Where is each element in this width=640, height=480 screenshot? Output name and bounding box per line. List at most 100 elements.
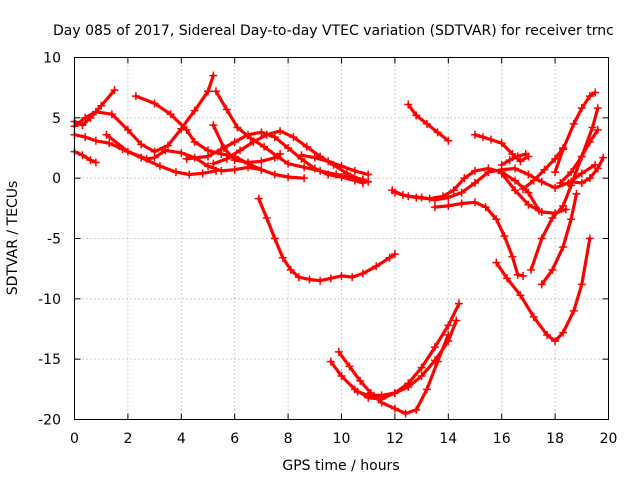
- data-point-marker: [404, 382, 413, 391]
- series-arc-11: [297, 151, 373, 179]
- series-arc-27: [551, 88, 600, 177]
- y-tick-label: -5: [47, 232, 61, 248]
- data-point-marker: [166, 110, 175, 119]
- data-point-marker: [273, 152, 282, 161]
- data-point-marker: [209, 121, 218, 130]
- data-point-marker: [481, 203, 490, 212]
- data-point-marker: [163, 141, 172, 150]
- x-tick-label: 16: [493, 431, 511, 447]
- data-point-marker: [150, 99, 159, 108]
- data-point-marker: [548, 265, 557, 274]
- data-point-marker: [417, 193, 426, 202]
- data-point-marker: [593, 125, 602, 134]
- data-point-marker: [123, 147, 132, 156]
- data-point-marker: [593, 104, 602, 113]
- data-point-marker: [276, 127, 285, 136]
- series-arc-12: [254, 194, 399, 285]
- data-point-marker: [377, 391, 386, 400]
- data-point-marker: [567, 177, 576, 186]
- data-point-marker: [182, 125, 191, 134]
- data-point-marker: [569, 306, 578, 315]
- data-point-marker: [537, 280, 546, 289]
- data-point-marker: [556, 178, 565, 187]
- series-arc-22: [492, 234, 594, 346]
- series-arc-26: [537, 189, 581, 289]
- data-point-marker: [577, 152, 586, 161]
- grid: [74, 57, 609, 420]
- data-point-marker: [185, 170, 194, 179]
- data-point-marker: [284, 159, 293, 168]
- data-point-marker: [358, 269, 367, 278]
- data-point-marker: [198, 169, 207, 178]
- data-point-marker: [444, 321, 453, 330]
- data-point-marker: [497, 169, 506, 178]
- series-line: [211, 129, 365, 183]
- data-point-marker: [257, 165, 266, 174]
- y-axis-label: SDTVAR / TECUs: [5, 181, 21, 296]
- data-point-marker: [254, 194, 263, 203]
- y-tick-label: 5: [52, 111, 61, 127]
- data-point-marker: [577, 178, 586, 187]
- data-point-marker: [593, 164, 602, 173]
- series-arc-23: [497, 150, 530, 169]
- data-point-marker: [286, 265, 295, 274]
- data-point-marker: [511, 186, 520, 195]
- data-point-marker: [230, 165, 239, 174]
- data-point-marker: [572, 189, 581, 198]
- data-point-marker: [284, 144, 293, 152]
- data-point-marker: [559, 242, 568, 251]
- series-arc-20: [471, 130, 533, 166]
- data-point-marker: [404, 100, 413, 109]
- data-point-marker: [324, 157, 333, 166]
- data-point-marker: [337, 162, 346, 171]
- chart-title: Day 085 of 2017, Sidereal Day-to-day VTE…: [53, 23, 614, 39]
- data-point-marker: [270, 234, 279, 243]
- data-point-marker: [334, 347, 343, 356]
- series-layer: [70, 71, 608, 418]
- data-point-marker: [390, 250, 399, 259]
- data-point-marker: [131, 92, 140, 101]
- series-line: [406, 103, 450, 143]
- data-point-marker: [430, 356, 439, 365]
- data-point-marker: [422, 119, 431, 128]
- data-point-marker: [585, 137, 594, 146]
- data-point-marker: [204, 162, 212, 171]
- data-point-marker: [412, 405, 421, 414]
- data-point-marker: [457, 199, 466, 208]
- data-point-marker: [412, 111, 421, 120]
- data-point-marker: [471, 130, 479, 139]
- data-point-marker: [497, 139, 506, 148]
- data-point-marker: [551, 168, 560, 177]
- data-point-marker: [204, 152, 212, 161]
- data-point-marker: [324, 170, 333, 179]
- data-point-marker: [233, 123, 242, 132]
- data-point-marker: [487, 135, 496, 144]
- data-point-marker: [585, 92, 594, 101]
- data-point-marker: [529, 176, 538, 185]
- data-point-marker: [551, 183, 560, 192]
- data-point-marker: [342, 169, 351, 178]
- data-point-marker: [91, 136, 100, 145]
- series-line: [211, 123, 282, 165]
- data-point-marker: [521, 150, 530, 159]
- data-point-marker: [577, 104, 586, 113]
- data-point-marker: [102, 130, 111, 139]
- x-tick-label: 12: [386, 431, 404, 447]
- y-tick-label: -15: [38, 352, 61, 368]
- data-point-marker: [430, 203, 439, 212]
- data-point-marker: [577, 280, 586, 289]
- data-point-marker: [390, 404, 399, 413]
- x-axis-label: GPS time / hours: [282, 458, 399, 474]
- series-line: [494, 236, 592, 343]
- data-point-marker: [567, 215, 576, 224]
- series-arc-29: [567, 153, 608, 187]
- series-line: [72, 150, 98, 165]
- data-point-marker: [492, 215, 501, 224]
- data-point-marker: [471, 166, 479, 175]
- data-point-marker: [142, 154, 151, 163]
- data-point-marker: [585, 174, 594, 183]
- data-point-marker: [401, 409, 410, 418]
- data-point-marker: [372, 262, 381, 271]
- data-point-marker: [123, 125, 132, 134]
